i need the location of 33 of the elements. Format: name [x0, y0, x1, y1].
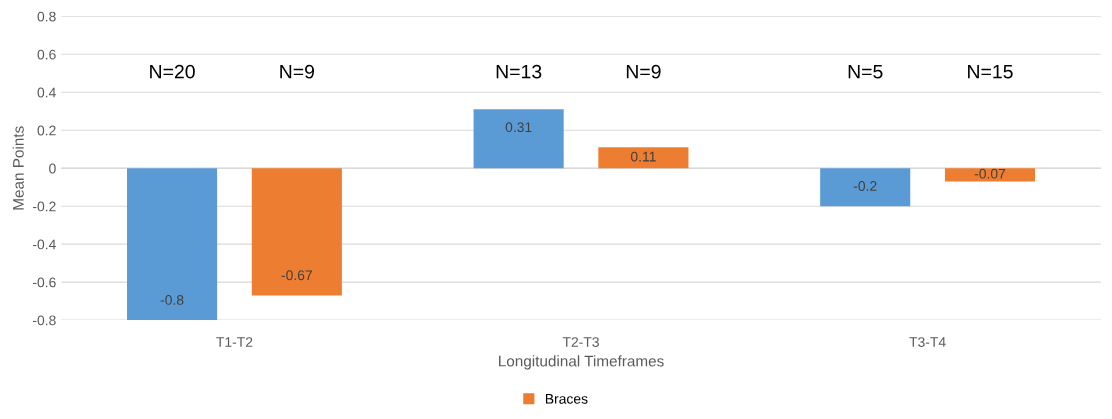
- data-label: -0.8: [160, 295, 184, 305]
- data-label: 0.11: [630, 151, 656, 162]
- y-tick-label: -0.8: [32, 315, 56, 326]
- y-tick-label: 0.8: [37, 11, 56, 22]
- data-label: -0.67: [281, 270, 312, 281]
- y-tick-label: -0.4: [32, 239, 56, 250]
- y-tick-label: 0.2: [37, 125, 56, 136]
- annotation: N=20: [150, 64, 195, 79]
- bar: [473, 109, 564, 169]
- y-tick-label: -0.6: [32, 277, 56, 288]
- y-axis-title: Mean Points: [12, 126, 24, 210]
- data-label: -0.07: [974, 168, 1006, 179]
- y-tick-label: 0.6: [37, 49, 56, 60]
- y-tick-label: -0.2: [32, 201, 56, 212]
- bar: [598, 147, 689, 169]
- bar: [820, 168, 911, 207]
- y-tick-label: 0: [49, 163, 56, 174]
- x-tick-label: T1-T2: [216, 337, 253, 347]
- legend-label: Braces: [545, 394, 588, 404]
- data-label: -0.2: [853, 181, 877, 191]
- annotation: N=9: [626, 64, 661, 79]
- annotation: N=5: [848, 64, 883, 79]
- y-tick-label: 0.4: [37, 87, 56, 98]
- bar: [251, 168, 342, 296]
- bar: [944, 168, 1036, 182]
- x-tick-label: T2-T3: [562, 337, 599, 347]
- annotation: N=9: [280, 64, 315, 79]
- x-axis-title: Longitudinal Timeframes: [499, 355, 664, 370]
- data-label: 0.31: [505, 122, 532, 133]
- annotation: N=15: [968, 64, 1013, 79]
- x-tick-label: T3-T4: [909, 337, 946, 347]
- bar: [127, 168, 218, 321]
- annotation: N=13: [496, 64, 542, 79]
